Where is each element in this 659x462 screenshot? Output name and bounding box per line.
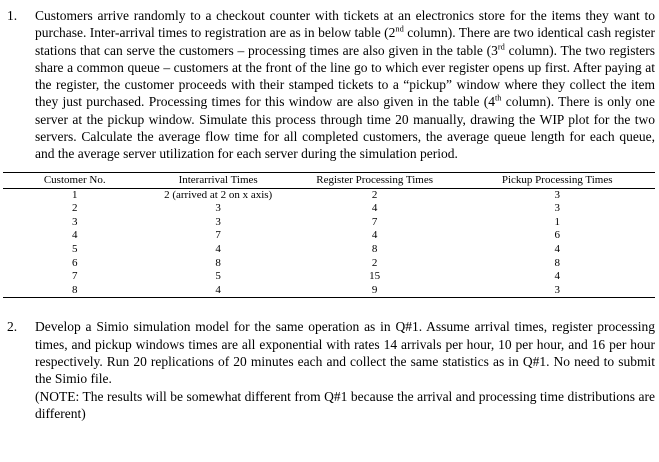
table-row: 7 5 15 4 [3,270,655,284]
q1-text-run: Customers arrive randomly to a checkout … [35,8,655,41]
q1-text-run: column). There is only one server at the… [35,94,656,162]
table-cell: 4 [371,229,378,242]
table-cell: 4 [215,283,221,296]
table-cell: 3 [215,202,221,215]
table-row: 4 7 4 6 [3,229,655,243]
question-2: 2. Develop a Simio simulation model for … [7,318,655,422]
question-1-text: Customers arrive randomly to a checkout … [35,7,655,163]
table-cell: 15 [369,270,381,283]
table-cell: 3 [554,283,560,296]
table-cell: 8 [71,283,78,296]
table-cell: 3 [554,202,560,215]
column-header-pickup-processing-times: Pickup Processing Times [501,173,613,186]
column-header-interarrival-times: Interarrival Times [178,173,258,186]
table-cell: 2 [371,256,378,269]
table-cell: 4 [554,243,560,256]
table-cell: 5 [71,243,78,256]
table-cell: 1 [554,215,560,228]
table-row: 8 4 9 3 [3,284,655,298]
table-cell: 2 [371,188,378,201]
table-cell: 9 [371,283,378,296]
table-cell: 7 [215,229,221,242]
table-cell: 6 [71,256,78,269]
table-row: 1 2 (arrived at 2 on x axis) 2 3 [3,188,655,202]
table-cell: 7 [71,270,78,283]
question-2-number: 2. [7,319,18,335]
q1-text-run: column). The two registers share a commo… [35,42,656,110]
table-row: 6 8 2 8 [3,257,655,271]
question-1-number: 1. [7,8,18,23]
table-row: 2 3 4 3 [3,202,655,216]
table-header-row: Customer No. Interarrival Times Register… [3,172,655,189]
table-cell: 4 [215,243,221,256]
q1-ordinal-3rd: rd [497,42,505,52]
question-2-text: Develop a Simio simulation model for the… [35,318,655,422]
table-cell: 1 [71,188,78,201]
question-2-paragraph: Develop a Simio simulation model for the… [35,319,655,387]
table-cell: 3 [554,188,560,201]
note-paragraph: (NOTE: The results will be somewhat diff… [35,388,655,421]
table-cell: 3 [215,215,221,228]
table-cell: 5 [215,270,221,283]
table-cell: 3 [71,215,78,228]
column-header-register-processing-times: Register Processing Times [316,173,433,186]
table-cell: 6 [554,229,560,242]
table-cell: 8 [554,256,560,269]
table-cell: 2 [71,202,78,215]
q1-ordinal-4th: th [494,93,502,103]
table-row: 5 4 8 4 [3,243,655,257]
column-header-customer-no: Customer No. [43,173,106,186]
table-cell: 8 [371,243,378,256]
table-cell: 4 [371,202,378,215]
simulation-data-table: Customer No. Interarrival Times Register… [3,171,655,299]
table-body: 1 2 (arrived at 2 on x axis) 2 3 2 3 4 3… [3,188,655,298]
q1-ordinal-2nd: nd [395,24,404,34]
table-cell: 4 [71,229,78,242]
table-row: 3 3 7 1 [3,216,655,230]
question-1: 1. Customers arrive randomly to a checko… [7,7,655,163]
table-cell: 4 [554,270,560,283]
table-cell: 7 [371,215,378,228]
table-head: Customer No. Interarrival Times Register… [3,172,655,189]
table-cell: 2 (arrived at 2 on x axis) [164,188,273,201]
q1-text-run: column). There are two identical cash re… [35,25,655,58]
table-cell: 8 [215,256,221,269]
